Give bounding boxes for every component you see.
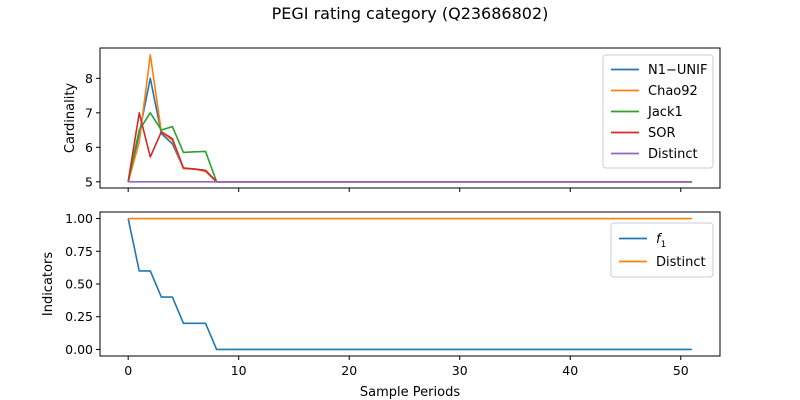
y-axis-label: Cardinality — [63, 83, 78, 154]
legend-label: Jack1 — [647, 105, 683, 120]
axes-frame — [99, 47, 721, 189]
y-tick-label: 0.00 — [65, 342, 93, 357]
series-line-indicators-0 — [127, 218, 692, 351]
x-axis-label: Sample Periods — [360, 385, 460, 400]
y-tick-label: 6 — [85, 140, 93, 155]
legend: N1−UNIF Chao92 Jack1 SOR Distinct — [602, 54, 714, 169]
y-tick-label: 7 — [85, 105, 93, 120]
legend-label: Chao92 — [648, 84, 698, 99]
x-tick-label: 40 — [562, 363, 578, 378]
series-line-cardinality-3 — [127, 112, 692, 183]
legend: f1 Distinct — [610, 222, 714, 278]
indicators-panel: 0.00 0.25 0.50 0.75 1.00 0 10 20 30 40 50 Indicator… — [41, 211, 721, 378]
legend-label: SOR — [648, 126, 676, 141]
x-tick-label: 10 — [231, 363, 247, 378]
legend-label: N1−UNIF — [648, 63, 707, 78]
chart-title: PEGI rating category (Q23686802) — [272, 4, 549, 23]
legend-label: Distinct — [648, 147, 698, 162]
series-line-cardinality-2 — [127, 112, 692, 183]
y-tick-label: 0.50 — [65, 277, 93, 292]
y-tick-label: 1.00 — [65, 211, 93, 226]
y-axis-label: Indicators — [41, 252, 56, 316]
x-tick-label: 0 — [124, 363, 132, 378]
legend-box — [602, 54, 714, 169]
cardinality-panel: 5 6 7 8 Cardinality N1−UNIF Chao92 Jack1 SOR Dist… — [63, 47, 721, 192]
y-tick-label: 5 — [85, 174, 93, 189]
y-tick-label: 8 — [85, 71, 93, 86]
legend-label: Distinct — [656, 255, 706, 270]
x-tick-label: 30 — [452, 363, 468, 378]
y-tick-label: 0.75 — [65, 244, 93, 259]
legend-box — [610, 222, 714, 278]
legend-label: f1 — [656, 232, 666, 250]
x-tick-label: 50 — [673, 363, 689, 378]
x-tick-label: 20 — [341, 363, 357, 378]
y-tick-label: 0.25 — [65, 309, 93, 324]
